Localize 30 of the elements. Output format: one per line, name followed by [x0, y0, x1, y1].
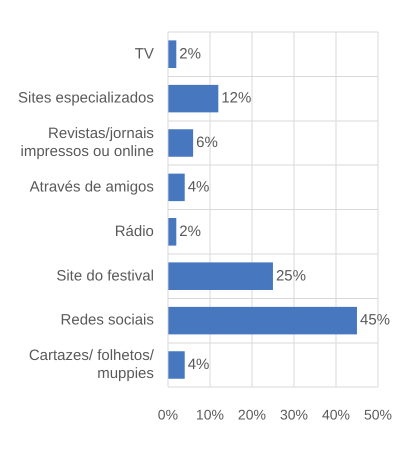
data-label: 25% — [276, 267, 306, 284]
bar — [168, 129, 194, 157]
bar — [168, 84, 218, 112]
data-label: 6% — [196, 134, 218, 152]
y-tick-label: Rádio — [114, 222, 154, 240]
data-label: 4% — [188, 178, 210, 196]
data-label: 4% — [188, 356, 210, 374]
bar — [168, 218, 176, 246]
y-tick-label: Cartazes/ folhetos/ muppies — [28, 347, 155, 382]
bar — [168, 306, 357, 334]
data-label: 45% — [360, 312, 390, 329]
bar — [168, 262, 273, 290]
y-tick-label: Através de amigos — [30, 178, 154, 196]
bar — [168, 174, 185, 202]
bar — [168, 40, 176, 68]
y-tick-label: Revistas/jornais impressos ou online — [20, 125, 154, 160]
y-tick-label: TV — [134, 45, 154, 62]
x-tick-label: 10% — [196, 406, 224, 422]
y-tick-label: Sites especializados — [18, 90, 154, 107]
x-tick-label: 40% — [322, 406, 350, 422]
x-tick-label: 50% — [364, 406, 392, 422]
data-label: 2% — [179, 45, 201, 62]
y-tick-label: Site do festival — [56, 267, 154, 284]
data-label: 12% — [221, 90, 252, 107]
x-tick-label: 20% — [238, 406, 266, 422]
x-tick-label: 30% — [280, 406, 308, 422]
data-label: 2% — [179, 222, 201, 240]
y-tick-label: Redes sociais — [60, 312, 154, 329]
x-tick-label: 0% — [158, 406, 178, 422]
bar — [168, 351, 185, 379]
